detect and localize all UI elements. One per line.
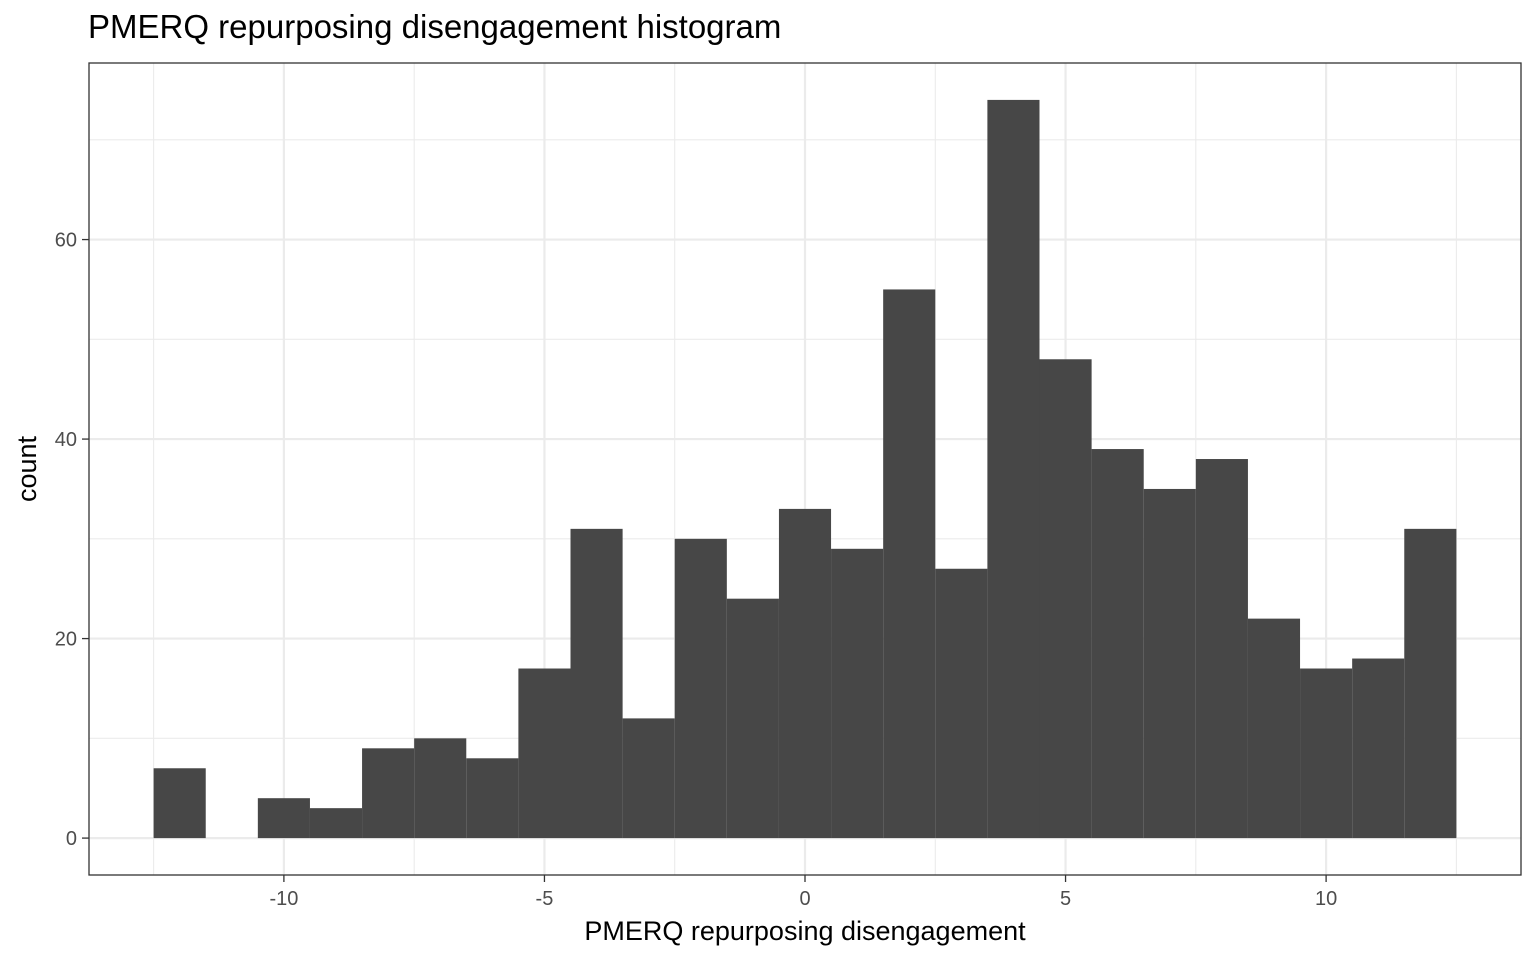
x-axis-title: PMERQ repurposing disengagement	[584, 916, 1026, 946]
histogram-bar	[1300, 668, 1353, 839]
chart-title: PMERQ repurposing disengagement histogra…	[88, 8, 782, 45]
histogram-bar	[1143, 488, 1196, 839]
histogram-bar	[935, 568, 988, 839]
histogram-bar	[362, 748, 415, 839]
histogram-bar	[778, 508, 832, 839]
histogram-bar	[570, 528, 623, 839]
histogram-bar	[987, 99, 1040, 839]
histogram-bar	[622, 718, 675, 839]
histogram-bar	[257, 798, 310, 839]
x-tick-label: 0	[799, 888, 810, 910]
histogram-bar	[153, 768, 206, 839]
histogram-bar	[466, 758, 519, 839]
x-tick-label: -5	[536, 888, 554, 910]
histogram-bar	[674, 538, 727, 839]
x-tick-label: 10	[1315, 888, 1337, 910]
histogram-bar	[1247, 618, 1301, 839]
histogram-bar	[883, 289, 936, 839]
y-tick-label: 60	[55, 230, 77, 252]
histogram-bar	[831, 548, 884, 839]
x-tick-label: 5	[1060, 888, 1071, 910]
histogram-bar	[1404, 528, 1457, 839]
x-axis: -10 -5 0 5 10	[269, 875, 1337, 910]
histogram-bar	[309, 808, 363, 839]
bars	[153, 99, 1457, 839]
y-axis-title: count	[12, 435, 42, 502]
histogram-bar	[726, 598, 779, 839]
x-tick-label: -10	[269, 888, 298, 910]
histogram-bar	[1195, 459, 1248, 839]
histogram-bar	[1039, 359, 1092, 839]
y-tick-label: 0	[66, 828, 77, 850]
histogram-bar	[414, 738, 467, 839]
histogram-bar	[1352, 658, 1405, 839]
histogram-bar	[1091, 449, 1144, 839]
histogram-bar	[518, 668, 571, 839]
y-axis: 0 20 40 60	[55, 230, 89, 850]
y-tick-label: 40	[55, 429, 77, 451]
y-tick-label: 20	[55, 629, 77, 651]
